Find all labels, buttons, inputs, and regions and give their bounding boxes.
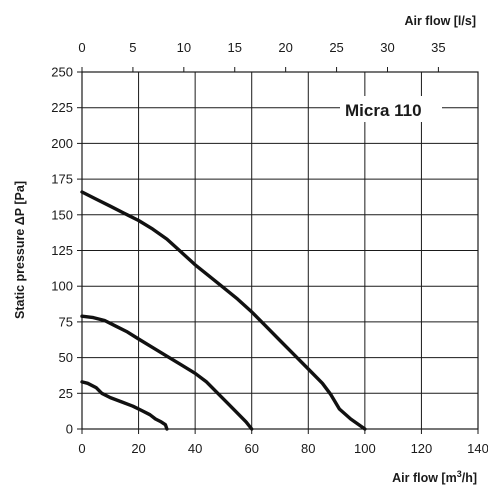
y-tick-label: 250: [51, 65, 73, 80]
model-label-background: [340, 96, 442, 122]
x-tick-labels-top: 0 5 10 15 20 25 30 35: [78, 40, 445, 55]
x-tick-label-top: 10: [177, 40, 191, 55]
y-axis-title: Static pressure ΔP [Pa]: [13, 181, 27, 319]
x-tick-label-bottom: 60: [244, 441, 258, 456]
x-tick-label-top: 5: [129, 40, 136, 55]
model-label: Micra 110: [345, 101, 422, 120]
y-tick-label: 100: [51, 279, 73, 294]
x-tick-label-bottom: 120: [411, 441, 433, 456]
x-axis-title-bottom-sup: 3: [457, 469, 462, 479]
x-axis-title-top: Air flow [l/s]: [404, 14, 476, 28]
y-tick-label: 0: [66, 422, 73, 437]
y-tick-label: 75: [59, 314, 73, 329]
performance-curve-2: [80, 314, 254, 431]
y-tick-labels: 0 25 50 75 100 125 150 175 200 225 250: [51, 65, 73, 437]
x-tick-label-bottom: 20: [131, 441, 145, 456]
x-tick-label-top: 20: [278, 40, 292, 55]
performance-curve-3: [80, 380, 169, 431]
y-tick-label: 225: [51, 100, 73, 115]
x-tick-labels-bottom: 0 20 40 60 80 100 120 140: [78, 441, 488, 456]
y-tick-label: 50: [59, 350, 73, 365]
performance-curve-1: [80, 190, 367, 431]
x-tick-label-top: 15: [228, 40, 242, 55]
grid-lines: [77, 67, 479, 434]
x-tick-label-top: 30: [380, 40, 394, 55]
x-tick-label-bottom: 140: [467, 441, 488, 456]
x-tick-label-top: 0: [78, 40, 85, 55]
y-tick-label: 200: [51, 136, 73, 151]
y-tick-label: 150: [51, 207, 73, 222]
performance-curves: [80, 190, 367, 431]
x-tick-label-bottom: 80: [301, 441, 315, 456]
x-tick-label-top: 35: [431, 40, 445, 55]
y-tick-label: 175: [51, 172, 73, 187]
x-axis-title-bottom-suffix: /h]: [462, 471, 477, 485]
x-tick-label-bottom: 100: [354, 441, 376, 456]
x-tick-label-bottom: 0: [78, 441, 85, 456]
plot-frame: [81, 71, 479, 430]
x-axis-title-bottom: Air flow [m3/h]: [392, 469, 477, 485]
y-tick-label: 25: [59, 386, 73, 401]
y-tick-label: 125: [51, 243, 73, 258]
x-axis-title-bottom-text: Air flow [m: [392, 471, 457, 485]
x-tick-label-bottom: 40: [188, 441, 202, 456]
x-tick-label-top: 25: [329, 40, 343, 55]
